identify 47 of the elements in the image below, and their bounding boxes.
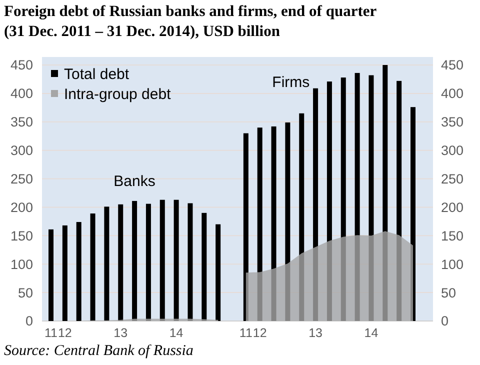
annotation: Banks bbox=[114, 172, 156, 190]
bar bbox=[90, 213, 96, 321]
bar bbox=[104, 206, 110, 321]
y2-tick-label: 450 bbox=[441, 58, 464, 73]
x-tick-label: 11 bbox=[44, 326, 58, 340]
x-tick-label: 14 bbox=[169, 326, 184, 340]
legend-label: Total debt bbox=[64, 66, 130, 83]
y-tick-label: 350 bbox=[10, 114, 33, 130]
y2-tick-label: 150 bbox=[441, 228, 464, 244]
y2-tick-label: 100 bbox=[441, 256, 464, 272]
x-tick-label: 12 bbox=[252, 326, 267, 340]
y-tick-label: 150 bbox=[10, 228, 33, 244]
chart-title: Foreign debt of Russian banks and firms, end of quarter (31 Dec. 2011 – 31 Dec. 2014), USD billion bbox=[4, 3, 377, 40]
y2-tick-label: 300 bbox=[441, 143, 464, 158]
bar bbox=[174, 200, 179, 321]
y-tick-label: 300 bbox=[10, 143, 33, 158]
y2-tick-label: 0 bbox=[441, 314, 449, 329]
y2-tick-label: 200 bbox=[441, 200, 464, 215]
source-note: Source: Central Bank of Russia bbox=[4, 343, 194, 359]
bar bbox=[216, 224, 221, 321]
bar bbox=[132, 200, 138, 321]
legend-label: Intra-group debt bbox=[64, 86, 172, 103]
bar bbox=[62, 225, 68, 321]
y-tick-label: 100 bbox=[10, 256, 33, 272]
bar bbox=[160, 200, 165, 321]
bar bbox=[118, 204, 124, 321]
bar bbox=[76, 222, 82, 321]
y-tick-label: 0 bbox=[25, 314, 33, 329]
x-tick-label: 13 bbox=[114, 326, 128, 340]
bar bbox=[48, 229, 54, 321]
y-tick-label: 200 bbox=[10, 200, 33, 215]
y-tick-label: 50 bbox=[18, 285, 33, 300]
annotation: Firms bbox=[272, 74, 310, 91]
y2-tick-label: 400 bbox=[441, 86, 464, 102]
bar bbox=[188, 203, 193, 321]
x-tick-label: 14 bbox=[364, 326, 378, 340]
y2-tick-label: 250 bbox=[441, 172, 464, 187]
y2-tick-label: 350 bbox=[441, 114, 464, 130]
bar bbox=[202, 212, 207, 321]
y-tick-label: 250 bbox=[10, 172, 33, 187]
y2-tick-label: 50 bbox=[441, 285, 456, 300]
x-tick-label: 11 bbox=[239, 326, 252, 340]
y-tick-label: 400 bbox=[10, 86, 33, 102]
x-tick-label: 13 bbox=[308, 326, 323, 340]
y-tick-label: 450 bbox=[10, 58, 33, 73]
bar bbox=[146, 204, 151, 321]
x-tick-label: 12 bbox=[58, 326, 72, 340]
